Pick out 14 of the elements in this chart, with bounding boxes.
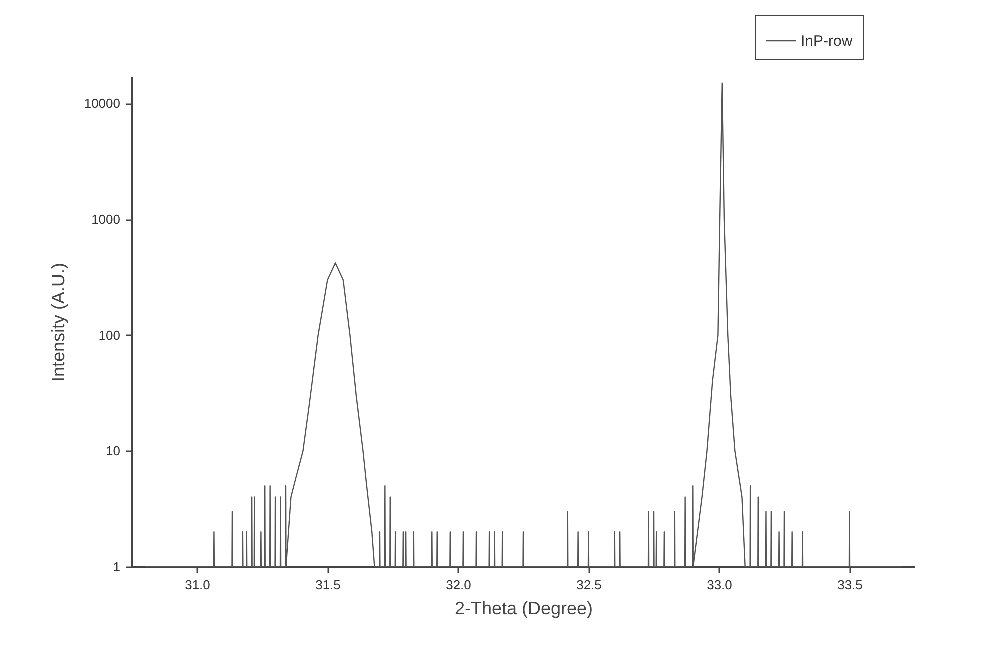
x-tick-label: 33.0: [707, 578, 732, 592]
y-tick-label: 1000: [92, 212, 120, 228]
y-tick-label: 100: [98, 328, 120, 343]
y-axis-title: Intensity (A.U.): [48, 262, 68, 382]
legend-label: InP-row: [801, 33, 853, 50]
x-tick-label: 32.0: [446, 578, 472, 592]
y-tick-label: 1: [113, 560, 120, 574]
x-tick-label: 33.5: [838, 578, 863, 592]
y-tick-label: 10000: [84, 96, 120, 112]
x-axis-title: 2-Theta (Degree): [454, 598, 594, 618]
x-tick-label: 31.0: [185, 578, 210, 592]
x-tick-label: 31.5: [316, 578, 341, 592]
x-tick-label: 32.5: [576, 578, 602, 592]
y-tick-label: 10: [106, 444, 120, 459]
